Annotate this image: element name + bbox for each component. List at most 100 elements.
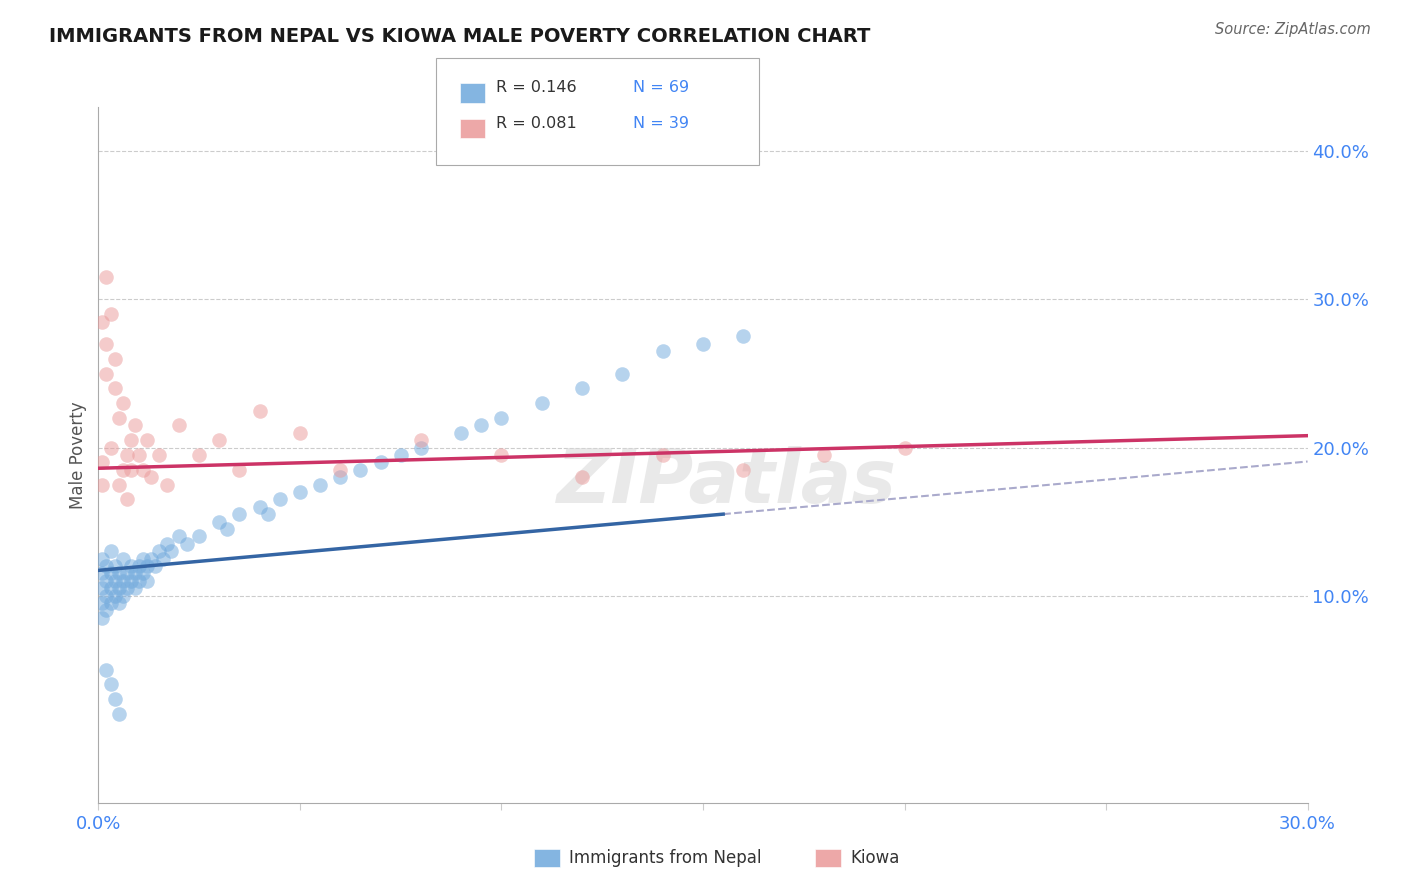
Point (893, 441, 915, 455)
Point (571, 381, 593, 395)
Point (156, 477, 179, 491)
Point (813, 448, 835, 462)
Point (124, 418, 146, 433)
Point (651, 448, 673, 462)
Point (208, 433, 231, 447)
Text: N = 69: N = 69 (633, 80, 689, 95)
Point (107, 477, 129, 491)
Point (111, 574, 134, 588)
Point (120, 558, 142, 573)
Point (96, 663, 118, 677)
Point (167, 418, 190, 433)
Point (269, 492, 291, 507)
Point (107, 581, 129, 595)
Point (111, 463, 134, 477)
Text: R = 0.146: R = 0.146 (496, 80, 576, 95)
Point (103, 381, 125, 395)
Point (96, 574, 118, 588)
Point (329, 470, 352, 484)
Point (491, 448, 513, 462)
Point (111, 396, 134, 410)
Point (91, 455, 114, 469)
Point (124, 566, 146, 581)
Point (96, 603, 118, 617)
Point (91, 596, 114, 610)
Text: IMMIGRANTS FROM NEPAL VS KIOWA MALE POVERTY CORRELATION CHART: IMMIGRANTS FROM NEPAL VS KIOWA MALE POVE… (49, 27, 870, 45)
Point (256, 507, 278, 521)
Point (309, 477, 332, 491)
Point (470, 418, 492, 433)
Point (96, 367, 118, 381)
Point (91, 566, 114, 581)
Point (188, 448, 211, 462)
Point (651, 344, 673, 359)
Text: Immigrants from Nepal: Immigrants from Nepal (569, 849, 762, 867)
Point (228, 463, 250, 477)
Y-axis label: Male Poverty: Male Poverty (69, 401, 87, 508)
Point (135, 574, 157, 588)
Point (111, 589, 134, 603)
Point (167, 529, 190, 543)
Point (96, 270, 118, 285)
Point (132, 463, 155, 477)
Point (91, 551, 114, 566)
Text: ZIPatlas: ZIPatlas (557, 446, 897, 519)
Point (103, 589, 125, 603)
Point (91, 477, 114, 491)
Point (176, 537, 198, 551)
Point (530, 396, 553, 410)
Point (96, 337, 118, 351)
Point (100, 581, 122, 595)
Point (91, 581, 114, 595)
Text: Source: ZipAtlas.com: Source: ZipAtlas.com (1215, 22, 1371, 37)
Point (491, 411, 513, 425)
Point (143, 558, 166, 573)
Point (100, 441, 122, 455)
Point (135, 433, 157, 447)
Point (156, 537, 179, 551)
Point (288, 425, 311, 440)
Point (103, 558, 125, 573)
Text: N = 39: N = 39 (633, 116, 689, 130)
Point (733, 463, 755, 477)
Point (132, 566, 155, 581)
Point (128, 574, 150, 588)
Point (329, 463, 352, 477)
Point (409, 441, 432, 455)
Point (107, 706, 129, 721)
Point (96, 558, 118, 573)
Point (249, 403, 271, 417)
Point (120, 574, 142, 588)
Point (107, 411, 129, 425)
Point (139, 551, 162, 566)
Point (160, 544, 183, 558)
Point (91, 315, 114, 329)
Point (115, 566, 138, 581)
Point (100, 677, 122, 691)
Point (217, 522, 239, 536)
Point (124, 581, 146, 595)
Point (128, 558, 150, 573)
Point (100, 596, 122, 610)
Point (148, 448, 170, 462)
Point (103, 351, 125, 366)
Point (450, 425, 472, 440)
Point (128, 448, 150, 462)
Point (188, 529, 211, 543)
Point (100, 566, 122, 581)
Text: Kiowa: Kiowa (851, 849, 900, 867)
Point (111, 551, 134, 566)
Point (208, 515, 231, 529)
Point (100, 307, 122, 321)
Point (152, 551, 174, 566)
Point (288, 484, 311, 499)
Point (103, 692, 125, 706)
Point (91, 611, 114, 625)
Point (389, 448, 412, 462)
Point (96, 589, 118, 603)
Point (409, 433, 432, 447)
Point (107, 566, 129, 581)
Point (120, 433, 142, 447)
Point (733, 329, 755, 343)
Point (120, 463, 142, 477)
